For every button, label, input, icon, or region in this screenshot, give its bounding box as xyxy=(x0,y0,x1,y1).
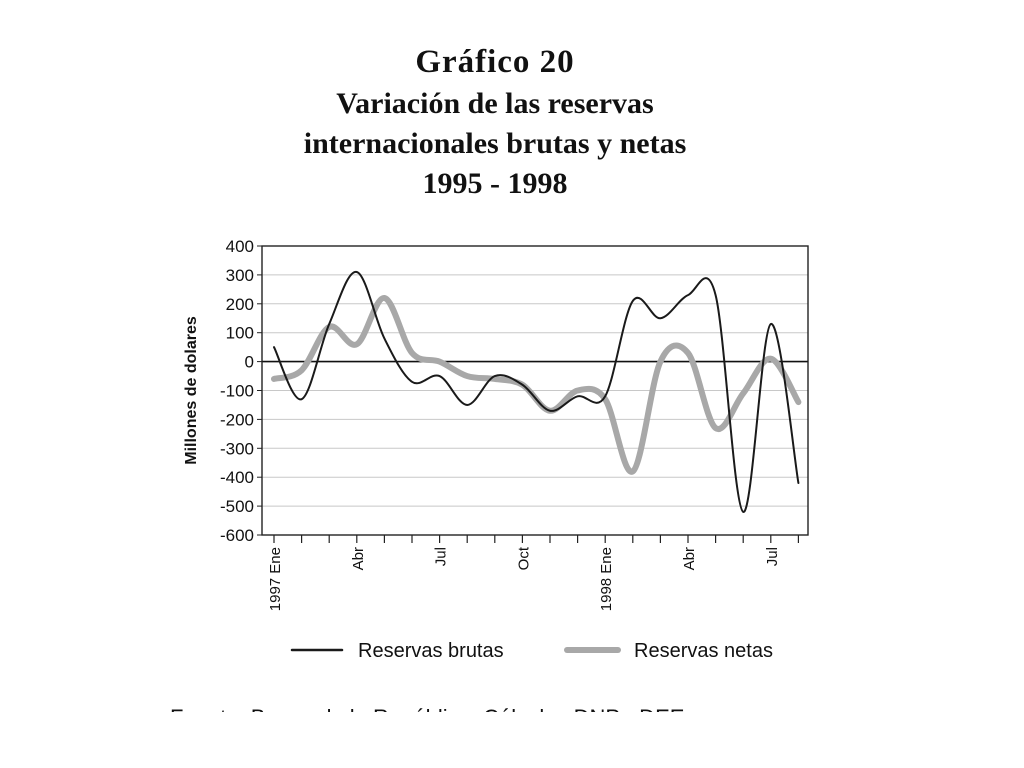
chart-subtitle-3: 1995 - 1998 xyxy=(422,167,568,200)
chart-title: Gráfico 20 xyxy=(415,44,575,80)
y-tick-label: 400 xyxy=(226,237,254,256)
x-tick-label: Oct xyxy=(515,546,532,570)
y-tick-label: -500 xyxy=(220,497,254,516)
chart-subtitle-1: Variación de las reservas xyxy=(336,87,654,120)
y-tick-label: -200 xyxy=(220,410,254,429)
x-tick-label: 1997 Ene xyxy=(267,547,284,611)
y-tick-label: -600 xyxy=(220,526,254,545)
x-tick-label: Jul xyxy=(433,547,450,566)
y-tick-label: -300 xyxy=(220,439,254,458)
y-tick-label: 200 xyxy=(226,295,254,314)
y-tick-label: 300 xyxy=(226,266,254,285)
y-tick-label: 0 xyxy=(245,353,254,372)
y-tick-label: 100 xyxy=(226,324,254,343)
legend-label-netas: Reservas netas xyxy=(634,640,773,662)
y-tick-label: -100 xyxy=(220,382,254,401)
x-tick-label: Jul xyxy=(764,547,781,566)
legend-label-brutas: Reservas brutas xyxy=(358,640,504,662)
y-tick-label: -400 xyxy=(220,468,254,487)
x-tick-label: Abr xyxy=(350,547,367,570)
x-tick-label: 1998 Ene xyxy=(598,547,615,611)
y-axis-label: Millones de dolares xyxy=(183,316,200,465)
x-tick-label: Abr xyxy=(681,547,698,570)
chart-title-block: Gráfico 20 Variación de las reservas int… xyxy=(150,40,840,204)
series-line-reservas-brutas xyxy=(273,271,800,513)
chart-subtitle-2: internacionales brutas y netas xyxy=(303,127,687,160)
source-note: Fuente: Banco de la República. Cálculos … xyxy=(170,698,810,712)
